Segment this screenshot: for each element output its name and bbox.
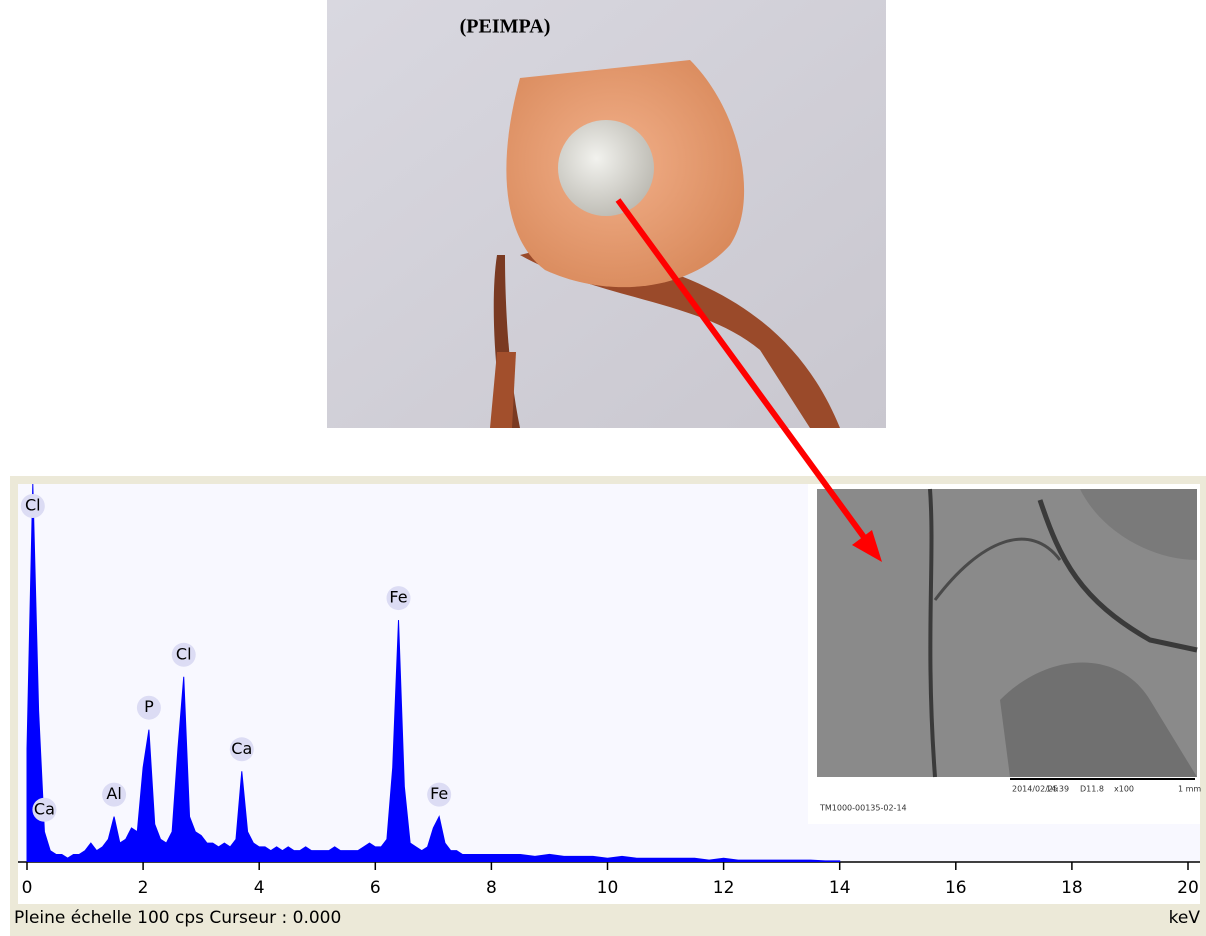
sem-info: x100 [1114, 785, 1134, 794]
peak-label-bg [171, 642, 196, 667]
x-tick-label: 16 [945, 878, 967, 898]
peak-label-bg [427, 782, 452, 807]
peak-label: Cl [25, 496, 41, 515]
axis-area [18, 862, 1200, 904]
x-tick-label: 14 [829, 878, 851, 898]
peak-label-bg [102, 782, 127, 807]
peak-label: Ca [231, 739, 252, 758]
sem-id: TM1000-00135-02-14 [819, 804, 907, 813]
peak-label: P [144, 697, 154, 716]
x-tick-label: 18 [1061, 878, 1083, 898]
x-tick-label: 20 [1177, 878, 1199, 898]
x-tick-label: 8 [486, 878, 497, 898]
sem-info: 14:39 [1046, 785, 1069, 794]
x-tick-label: 2 [138, 878, 149, 898]
peak-label: Fe [430, 784, 448, 803]
arrow [615, 198, 882, 562]
peak-label-bg [32, 797, 57, 822]
x-tick-label: 6 [370, 878, 381, 898]
peak-label-bg [229, 737, 254, 762]
spectrum-area [26, 484, 841, 862]
sem-image: TM1000-00135-02-14 [808, 484, 1200, 824]
peak-label-bg [136, 695, 161, 720]
status-text: Pleine échelle 100 cps Curseur : 0.000 [14, 908, 341, 928]
x-tick-label: 4 [254, 878, 265, 898]
photo-title: (PEIMPA) [460, 16, 551, 38]
peak-label: Al [106, 784, 121, 803]
x-tick-label: 10 [597, 878, 619, 898]
peak-label-bg [20, 494, 45, 518]
peak-label-bg [386, 586, 411, 611]
sem-info: 2014/02/25 [1012, 785, 1058, 794]
peak-label: Ca [34, 799, 55, 818]
x-unit: keV [1169, 908, 1201, 928]
spectrum [26, 484, 841, 862]
x-tick-label: 0 [22, 878, 33, 898]
x-tick-label: 12 [713, 878, 735, 898]
peak-label: Cl [176, 644, 192, 663]
photo: (PEIMPA) [327, 0, 886, 428]
sem-info: D11.8 [1080, 785, 1104, 794]
peak-label: Fe [389, 588, 407, 607]
sem-info: 1 mm [1178, 785, 1201, 794]
